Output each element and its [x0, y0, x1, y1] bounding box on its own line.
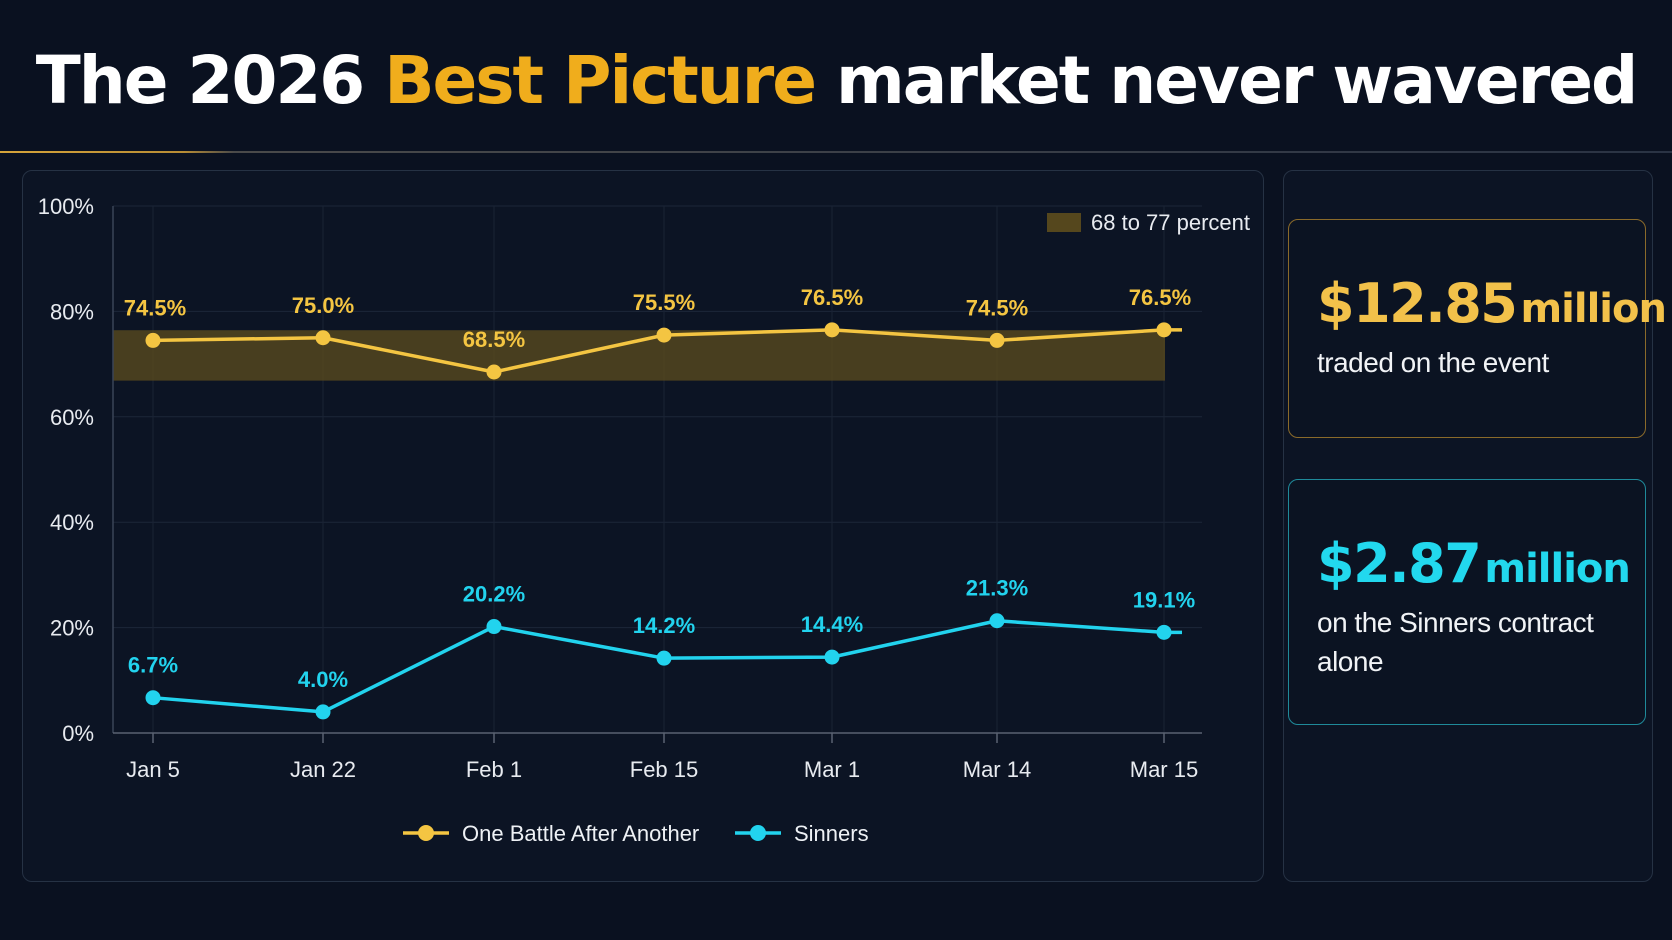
sinners-legend-label: Sinners: [794, 821, 869, 846]
one-battle-point: [486, 364, 502, 380]
one-battle-data-label: 68.5%: [463, 327, 525, 352]
total-traded-value: $12.85 million: [1317, 272, 1667, 335]
sinners-data-label: 6.7%: [128, 653, 178, 678]
total-traded-caption: traded on the event: [1317, 347, 1549, 378]
sinners-volume-value: $2.87 million: [1317, 532, 1631, 595]
x-tick-label: Mar 1: [804, 757, 860, 782]
y-tick-label: 0%: [62, 721, 94, 746]
title-divider: [0, 151, 1672, 153]
band-legend-label: 68 to 77 percent: [1091, 210, 1250, 235]
sinners-point: [1156, 624, 1172, 640]
sinners-volume-unit: million: [1484, 546, 1630, 592]
one-battle-series-line: [152, 328, 1182, 374]
page-title: The 2026 Best Picture market never waver…: [0, 42, 1672, 119]
sinners-volume-amount: $2.87: [1317, 532, 1482, 595]
one-battle-data-label: 76.5%: [801, 285, 863, 310]
title-part-1: The 2026: [35, 42, 385, 119]
title-accent: Best Picture: [384, 42, 817, 119]
sinners-data-label: 14.2%: [633, 613, 695, 638]
sinners-data-label: 19.1%: [1133, 587, 1195, 612]
x-tick-label: Feb 1: [466, 757, 522, 782]
sinners-volume-card: $2.87 million on the Sinners contract al…: [1288, 479, 1646, 725]
y-tick-label: 80%: [50, 299, 94, 324]
one-battle-point: [656, 327, 672, 343]
one-battle-data-label: 74.5%: [124, 295, 186, 320]
one-battle-point: [145, 332, 161, 348]
sinners-legend-marker: [750, 825, 766, 841]
sinners-point: [315, 704, 331, 720]
one-battle-data-label: 76.5%: [1129, 285, 1191, 310]
x-tick-label: Feb 15: [630, 757, 699, 782]
one-battle-point: [315, 330, 331, 346]
sinners-point: [989, 613, 1005, 629]
sinners-data-label: 14.4%: [801, 612, 863, 637]
sinners-series-line: [152, 618, 1182, 714]
sinners-point: [145, 690, 161, 706]
one-battle-legend-label: One Battle After Another: [462, 821, 699, 846]
title-part-2: market never wavered: [815, 42, 1638, 119]
total-traded-card: $12.85 million traded on the event: [1288, 219, 1667, 438]
one-battle-data-label: 75.0%: [292, 293, 354, 318]
x-tick-label: Mar 15: [1130, 757, 1198, 782]
one-battle-point: [1156, 322, 1172, 338]
sinners-point: [486, 619, 502, 635]
one-battle-legend-marker: [418, 825, 434, 841]
sinners-point: [824, 649, 840, 665]
x-tick-label: Jan 5: [126, 757, 180, 782]
y-tick-label: 100%: [38, 194, 94, 219]
one-battle-data-label: 75.5%: [633, 290, 695, 315]
sinners-data-label: 21.3%: [966, 576, 1028, 601]
one-battle-data-label: 74.5%: [966, 295, 1028, 320]
x-tick-label: Jan 22: [290, 757, 356, 782]
one-battle-point: [989, 332, 1005, 348]
sinners-data-label: 20.2%: [463, 582, 525, 607]
y-tick-label: 60%: [50, 405, 94, 430]
y-tick-label: 40%: [50, 510, 94, 535]
x-tick-label: Mar 14: [963, 757, 1031, 782]
sinners-point: [656, 650, 672, 666]
sinners-volume-caption: on the Sinners contract alone: [1317, 607, 1594, 677]
y-tick-label: 20%: [50, 616, 94, 641]
one-battle-point: [824, 322, 840, 338]
band-legend-swatch: [1047, 213, 1081, 232]
chart-panel: [22, 170, 1264, 882]
sinners-data-label: 4.0%: [298, 667, 348, 692]
total-traded-unit: million: [1520, 286, 1666, 332]
total-traded-amount: $12.85: [1317, 272, 1518, 335]
